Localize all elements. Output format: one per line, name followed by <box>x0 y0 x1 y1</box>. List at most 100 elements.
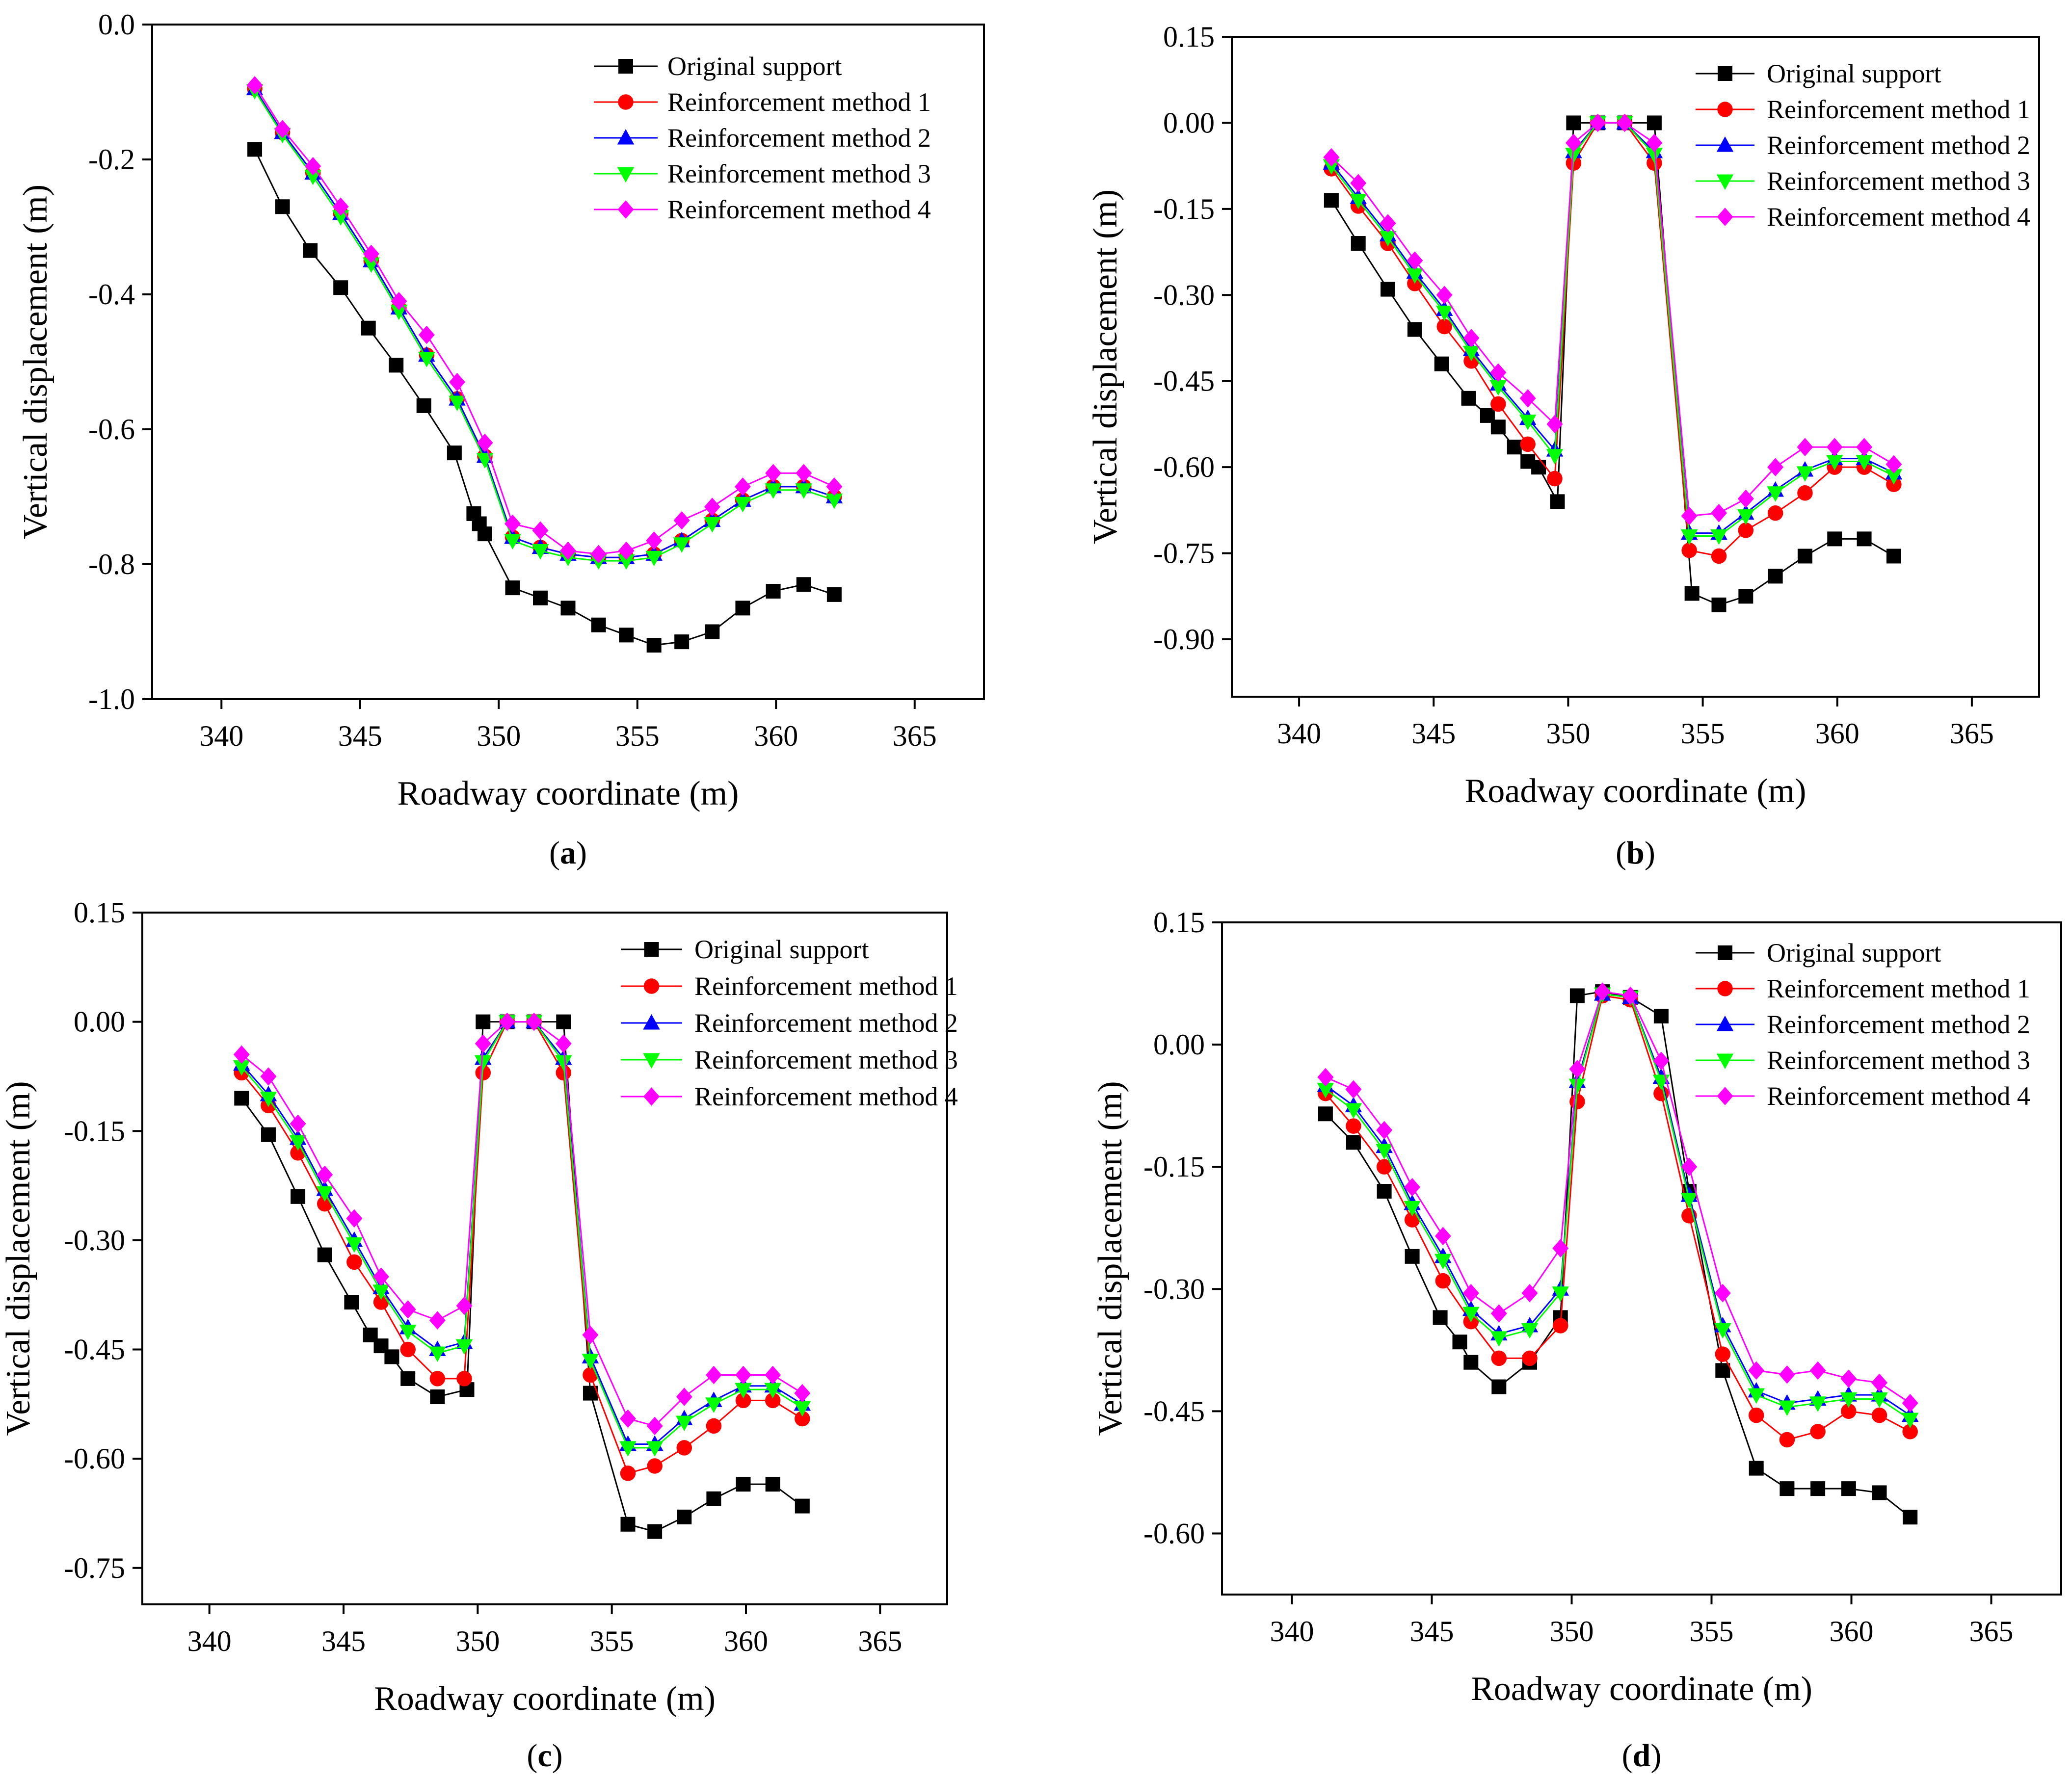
legend-label: Reinforcement method 2 <box>1767 1010 2030 1039</box>
x-tick-label: 360 <box>1830 1615 1874 1648</box>
data-point <box>1490 396 1506 412</box>
y-axis-title: Vertical displacement (m) <box>0 1081 37 1436</box>
data-point <box>796 577 811 592</box>
data-point <box>1346 1135 1361 1150</box>
data-point <box>676 1415 693 1431</box>
data-point <box>1841 1481 1856 1496</box>
data-point <box>447 445 462 461</box>
data-point <box>765 1365 781 1385</box>
legend-marker <box>643 1014 660 1030</box>
data-point <box>1841 1403 1857 1419</box>
x-tick-label: 340 <box>187 1625 232 1657</box>
data-point <box>1810 1481 1826 1496</box>
data-point <box>1681 1157 1698 1176</box>
series-2 <box>247 80 842 565</box>
data-point <box>1350 193 1367 209</box>
data-point <box>261 1127 276 1142</box>
series-1 <box>247 142 842 653</box>
data-point <box>1552 1318 1568 1334</box>
series-5 <box>233 1012 811 1436</box>
legend-item: Reinforcement method 4 <box>621 1082 958 1111</box>
data-point <box>766 584 781 599</box>
panel-label-open: ( <box>1616 835 1626 871</box>
data-point <box>1653 1051 1670 1071</box>
data-point <box>1902 1394 1918 1413</box>
legend-marker <box>1716 136 1734 152</box>
y-tick-label: -0.45 <box>64 1334 125 1366</box>
data-point <box>1324 193 1339 208</box>
data-point <box>1462 1283 1479 1303</box>
legend-marker <box>643 978 660 994</box>
data-point <box>736 1477 751 1492</box>
data-point <box>1435 1273 1451 1289</box>
data-point <box>1463 1355 1479 1370</box>
data-point <box>1738 589 1753 604</box>
y-tick-label: -0.60 <box>1153 451 1215 483</box>
legend-label: Original support <box>667 52 842 81</box>
data-point <box>533 590 548 605</box>
y-tick-label: -0.45 <box>1143 1395 1205 1427</box>
data-point <box>704 517 721 533</box>
data-point <box>1680 529 1698 545</box>
data-point <box>620 1517 636 1532</box>
data-point <box>676 1440 692 1456</box>
legend-item: Reinforcement method 3 <box>594 159 931 188</box>
x-tick-label: 350 <box>1546 717 1590 750</box>
y-tick-label: -0.60 <box>1143 1517 1205 1549</box>
data-point <box>476 1014 491 1029</box>
y-tick-label: -0.8 <box>88 548 135 580</box>
x-tick-label: 360 <box>754 720 798 752</box>
y-tick-label: 0.00 <box>1163 106 1215 139</box>
data-point <box>1856 454 1873 471</box>
y-tick-label: -0.4 <box>88 278 135 311</box>
legend-marker <box>618 94 634 110</box>
data-point <box>274 120 291 138</box>
data-point <box>1779 1432 1795 1448</box>
data-point <box>1345 1080 1362 1099</box>
panel-label: (a) <box>549 835 587 871</box>
y-tick-label: -0.6 <box>88 413 135 445</box>
plot-frame <box>1221 921 2062 1596</box>
data-point <box>361 320 376 336</box>
legend-item: Original support <box>1696 59 1941 88</box>
data-point <box>290 1114 306 1133</box>
data-point <box>705 624 720 639</box>
data-point <box>1519 389 1536 408</box>
data-point <box>1901 1413 1919 1428</box>
data-point <box>1871 1373 1887 1392</box>
data-point <box>389 358 404 373</box>
series-5 <box>1317 982 1918 1413</box>
plot-frame <box>1231 36 2040 698</box>
data-point <box>795 483 812 499</box>
y-tick-label: -0.30 <box>64 1224 125 1256</box>
data-point <box>1809 1396 1827 1412</box>
data-point <box>372 1284 390 1300</box>
data-point <box>582 1326 599 1344</box>
x-tick-label: 365 <box>1969 1615 2014 1648</box>
data-point <box>765 464 782 483</box>
data-point <box>1407 251 1423 270</box>
data-point <box>246 76 263 95</box>
data-point <box>1711 548 1727 564</box>
x-tick-label: 350 <box>477 720 521 752</box>
legend-marker <box>617 167 635 183</box>
data-point <box>795 1411 810 1427</box>
y-tick-label: -0.15 <box>1153 193 1215 225</box>
data-point <box>400 1371 416 1386</box>
data-point <box>646 1416 663 1436</box>
data-point <box>1714 1283 1731 1303</box>
data-point <box>400 1341 416 1358</box>
data-point <box>1507 440 1522 455</box>
legend-item: Reinforcement method 3 <box>1696 1046 2030 1075</box>
y-tick-label: 0.0 <box>98 8 135 41</box>
data-point <box>1376 1159 1392 1175</box>
legend-marker <box>1716 1016 1734 1031</box>
data-point <box>1568 1078 1586 1095</box>
x-tick-label: 340 <box>199 720 243 752</box>
data-point <box>705 1397 722 1413</box>
x-tick-label: 340 <box>1277 717 1321 750</box>
legend-label: Reinforcement method 3 <box>1767 166 2030 196</box>
y-tick-label: -0.60 <box>64 1442 125 1475</box>
data-point <box>391 292 407 311</box>
data-point <box>765 483 782 499</box>
